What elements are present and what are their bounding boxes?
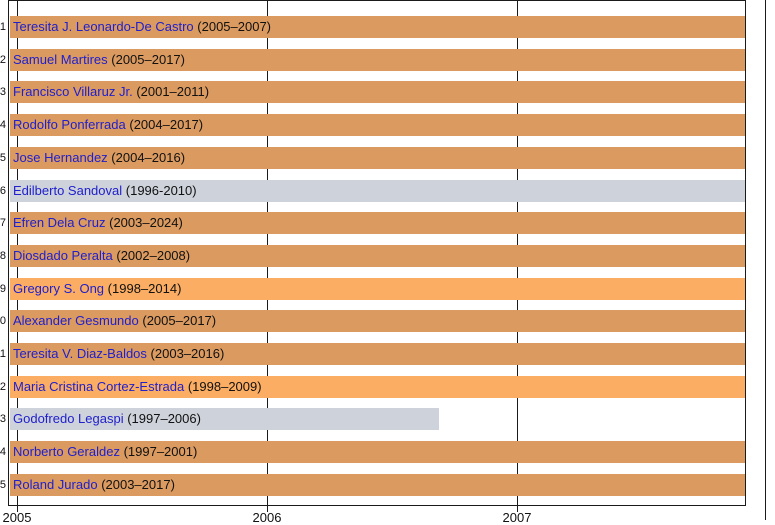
plot-right-border <box>745 0 746 506</box>
tenure-years: (1998–2009) <box>187 379 262 394</box>
timeline-bar <box>10 49 745 71</box>
bar-label: Diosdado Peralta (2002–2008) <box>13 245 190 267</box>
bar-label: Francisco Villaruz Jr. (2001–2011) <box>13 81 209 103</box>
row-number: 12 <box>0 381 6 393</box>
axis-tick-label: 2006 <box>252 510 282 525</box>
timeline-bar <box>10 278 745 300</box>
person-name-link[interactable]: Teresita V. Diaz-Baldos <box>13 346 147 361</box>
axis-tick <box>517 505 518 512</box>
timeline-bar <box>10 180 745 202</box>
row-number: 13 <box>0 413 6 425</box>
person-name-link[interactable]: Samuel Martires <box>13 52 108 67</box>
axis-tick-label: 2007 <box>502 510 532 525</box>
timeline-bar <box>10 81 745 103</box>
row-number: 11 <box>0 348 6 360</box>
row-number: 9 <box>0 283 6 295</box>
tenure-years: (1997–2001) <box>123 444 198 459</box>
bar-label: Norberto Geraldez (1997–2001) <box>13 441 197 463</box>
tenure-years: (2004–2017) <box>129 117 204 132</box>
person-name-link[interactable]: Jose Hernandez <box>13 150 108 165</box>
axis-tick <box>267 505 268 512</box>
person-name-link[interactable]: Gregory S. Ong <box>13 281 105 296</box>
row-number: 1 <box>0 21 6 33</box>
tenure-years: (2005–2017) <box>111 52 185 67</box>
row-number: 15 <box>0 479 6 491</box>
timeline-bar <box>10 474 745 496</box>
bar-label: Rodolfo Ponferrada (2004–2017) <box>13 114 203 136</box>
row-number: 6 <box>0 185 6 197</box>
tenure-years: (2005–2017) <box>142 313 217 328</box>
bar-label: Efren Dela Cruz (2003–2024) <box>13 212 183 234</box>
plot-left-border <box>8 0 9 506</box>
tenure-years: (2003–2024) <box>109 215 183 230</box>
timeline-bar <box>10 376 745 398</box>
row-number: 5 <box>0 152 6 164</box>
person-name-link[interactable]: Diosdado Peralta <box>13 248 113 263</box>
row-number: 10 <box>0 315 6 327</box>
bar-label: Samuel Martires (2005–2017) <box>13 49 185 71</box>
tenure-years: (2005–2007) <box>197 19 272 34</box>
row-number: 7 <box>0 217 6 229</box>
row-number: 3 <box>0 86 6 98</box>
axis-tick <box>17 505 18 512</box>
row-number: 2 <box>0 54 6 66</box>
tenure-years: (1998–2014) <box>107 281 182 296</box>
person-name-link[interactable]: Norberto Geraldez <box>13 444 120 459</box>
outer-right-border <box>765 0 766 520</box>
bar-label: Jose Hernandez (2004–2016) <box>13 147 185 169</box>
timeline-bar <box>10 245 745 267</box>
bar-label: Edilberto Sandoval (1996-2010) <box>13 180 197 202</box>
timeline-bar <box>10 408 439 430</box>
person-name-link[interactable]: Alexander Gesmundo <box>13 313 139 328</box>
person-name-link[interactable]: Maria Cristina Cortez-Estrada <box>13 379 185 394</box>
tenure-years: (2004–2016) <box>111 150 186 165</box>
timeline-bar <box>10 441 745 463</box>
person-name-link[interactable]: Francisco Villaruz Jr. <box>13 84 133 99</box>
timeline-bar <box>10 16 745 38</box>
timeline-bar <box>10 212 745 234</box>
person-name-link[interactable]: Roland Jurado <box>13 477 98 492</box>
timeline-bar <box>10 114 745 136</box>
row-number: 8 <box>0 250 6 262</box>
bar-label: Godofredo Legaspi (1997–2006) <box>13 408 201 430</box>
tenure-years: (2003–2017) <box>101 477 175 492</box>
tenure-years: (1996-2010) <box>125 183 197 198</box>
tenure-years: (2001–2011) <box>136 84 210 99</box>
person-name-link[interactable]: Teresita J. Leonardo-De Castro <box>13 19 194 34</box>
person-name-link[interactable]: Efren Dela Cruz <box>13 215 106 230</box>
person-name-link[interactable]: Rodolfo Ponferrada <box>13 117 126 132</box>
bar-label: Alexander Gesmundo (2005–2017) <box>13 310 216 332</box>
bar-label: Teresita V. Diaz-Baldos (2003–2016) <box>13 343 224 365</box>
person-name-link[interactable]: Godofredo Legaspi <box>13 411 124 426</box>
plot-bottom-border <box>8 505 746 506</box>
person-name-link[interactable]: Edilberto Sandoval <box>13 183 123 198</box>
timeline-bar <box>10 147 745 169</box>
row-number: 14 <box>0 446 6 458</box>
axis-tick-label: 2005 <box>2 510 32 525</box>
bar-label: Gregory S. Ong (1998–2014) <box>13 278 181 300</box>
tenure-years: (2003–2016) <box>150 346 225 361</box>
tenure-years: (1997–2006) <box>127 411 201 426</box>
row-number: 4 <box>0 119 6 131</box>
bar-label: Teresita J. Leonardo-De Castro (2005–200… <box>13 16 271 38</box>
bar-label: Maria Cristina Cortez-Estrada (1998–2009… <box>13 376 262 398</box>
tenure-years: (2002–2008) <box>116 248 191 263</box>
bar-label: Roland Jurado (2003–2017) <box>13 474 175 496</box>
timeline-bar <box>10 343 745 365</box>
plot-top-border <box>8 0 746 1</box>
timeline-bar <box>10 310 745 332</box>
